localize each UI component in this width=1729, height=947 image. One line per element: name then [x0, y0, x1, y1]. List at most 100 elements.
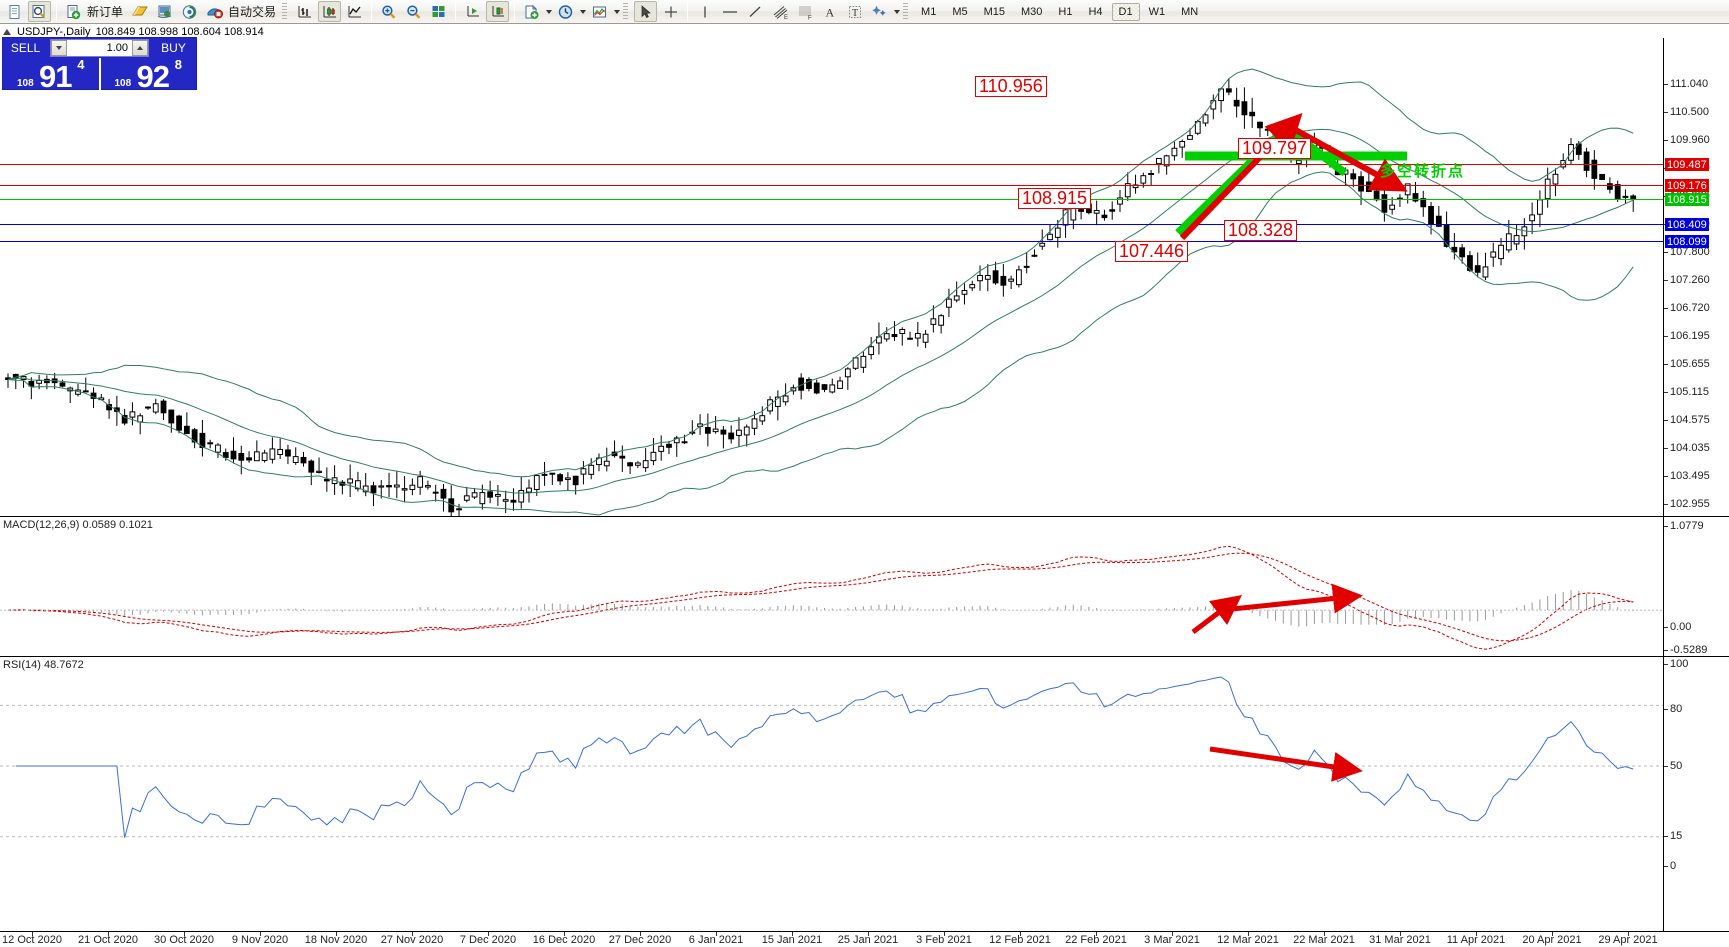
horizontal-line-icon[interactable]: [718, 1, 741, 22]
timeframe-d1[interactable]: D1: [1111, 2, 1140, 21]
templates-dropdown-icon[interactable]: [612, 2, 621, 22]
period-icon[interactable]: [554, 1, 577, 22]
zoom-in-icon[interactable]: [377, 1, 400, 22]
rsi-tick: 80: [1664, 703, 1729, 716]
shapes-dropdown-icon[interactable]: [892, 2, 901, 22]
timeframe-m1[interactable]: M1: [921, 5, 937, 18]
candlestick-chart-icon[interactable]: [318, 1, 342, 22]
timeframe-m15[interactable]: M15: [983, 5, 1005, 18]
time-label: 22 Feb 2021: [1065, 934, 1127, 946]
cursor-icon[interactable]: [634, 1, 658, 22]
sell-price-fraction: 4: [77, 57, 85, 72]
time-tick: [1096, 932, 1097, 936]
period-dropdown-icon[interactable]: [578, 2, 587, 22]
svg-text:A: A: [825, 5, 834, 19]
volume-increase-icon[interactable]: [132, 40, 148, 56]
rsi-plot-area[interactable]: [0, 657, 1663, 931]
volume-decrease-icon[interactable]: [51, 40, 67, 56]
price-annotation-109.797: 109.797: [1238, 138, 1312, 159]
drawn-arrows-rsi: [1209, 746, 1363, 782]
time-label: 20 Apr 2021: [1522, 934, 1582, 946]
timeframe-h1[interactable]: H1: [1058, 5, 1073, 18]
time-label: 16 Dec 2020: [532, 934, 596, 946]
toolbar-separator-2: [371, 2, 373, 21]
timeframe-w1[interactable]: W1: [1148, 5, 1166, 18]
bar-chart-icon[interactable]: [293, 1, 316, 22]
macd-tick: 0.00: [1664, 621, 1729, 634]
auto-trading-label[interactable]: 自动交易: [228, 5, 277, 19]
level-line-109.176: [0, 185, 1663, 186]
zoom-out-icon[interactable]: [402, 1, 425, 22]
time-axis[interactable]: 12 Oct 2020 21 Oct 2020 30 Oct 2020 9 Nov 2…: [0, 931, 1729, 947]
toolbar-grip-2[interactable]: [623, 2, 629, 21]
terminal-icon[interactable]: [153, 1, 176, 22]
autotrading-icon[interactable]: [203, 1, 226, 22]
crosshair-icon[interactable]: [659, 1, 682, 22]
price-tick: 104.575: [1664, 414, 1729, 427]
timeframe-mn[interactable]: MN: [1181, 5, 1199, 18]
toolbar-grip[interactable]: [282, 2, 288, 21]
time-tick: [1324, 932, 1325, 936]
folder-yellow-icon[interactable]: [128, 1, 151, 22]
equidistant-channel-icon[interactable]: E: [768, 1, 791, 22]
price-plot-area[interactable]: 110.956 109.797 108.915 108.328 107.446: [0, 38, 1663, 516]
toolbar-separator-3: [455, 2, 457, 21]
shift-chart-icon[interactable]: [461, 1, 484, 22]
timeframe-m5[interactable]: M5: [952, 5, 968, 18]
price-tick: 111.040: [1664, 78, 1729, 91]
templates-icon[interactable]: [588, 1, 611, 22]
price-tag-blue: 108.099: [1665, 235, 1709, 248]
shapes-icon[interactable]: [868, 1, 891, 22]
toolbar-separator-4: [514, 2, 516, 21]
chart-symbol-label: USDJPY-,Daily: [17, 25, 91, 38]
rsi-tick: 15: [1664, 830, 1729, 843]
time-label: 15 Jan 2021: [761, 934, 823, 946]
trendline-icon[interactable]: [743, 1, 766, 22]
time-tick: [260, 932, 261, 936]
one-click-trading-panel[interactable]: SELL 1.00 BUY 108 91 4 108 92 8: [2, 37, 197, 94]
symbol-marker-icon: [3, 28, 11, 35]
macd-pane[interactable]: MACD(12,26,9) 0.0589 0.1021 1.0779 0.00 -0…: [0, 516, 1729, 656]
timeframe-m30[interactable]: M30: [1021, 5, 1043, 18]
zoom-find-icon[interactable]: [28, 1, 51, 22]
price-tick: 107.260: [1664, 274, 1729, 287]
macd-plot-area[interactable]: [0, 517, 1663, 656]
auto-scroll-icon[interactable]: [486, 1, 510, 22]
price-tick: 109.960: [1664, 134, 1729, 147]
toolbar-grip-3[interactable]: [903, 2, 909, 21]
document-icon[interactable]: [3, 1, 26, 22]
navigator-icon[interactable]: [178, 1, 201, 22]
main-toolbar: 新订单 自动交易: [0, 0, 1729, 24]
volume-stepper[interactable]: 1.00: [50, 39, 149, 57]
rsi-axis-scale[interactable]: 100 80 50 15 0: [1663, 657, 1729, 931]
chart-ohlc-label: 108.849 108.998 108.604 108.914: [95, 25, 264, 38]
new-order-icon[interactable]: [62, 1, 85, 22]
buy-quote[interactable]: 108 92 8: [101, 57, 197, 94]
price-tick: 102.955: [1664, 498, 1729, 511]
sell-price-main: 91: [39, 59, 72, 94]
grid-icon[interactable]: [427, 1, 450, 22]
volume-value[interactable]: 1.00: [106, 42, 128, 54]
new-order-label[interactable]: 新订单: [87, 5, 124, 19]
price-pane[interactable]: 110.956 109.797 108.915 108.328 107.446: [0, 38, 1729, 538]
timeframe-h4[interactable]: H4: [1088, 5, 1103, 18]
time-tick: [488, 932, 489, 936]
indicators-dropdown-icon[interactable]: [544, 2, 553, 22]
macd-tick: 1.0779: [1664, 520, 1729, 533]
sell-quote[interactable]: 108 91 4: [3, 57, 101, 94]
fibonacci-icon[interactable]: F: [793, 1, 816, 22]
time-tick: [792, 932, 793, 936]
buy-button[interactable]: BUY: [161, 41, 186, 55]
price-tick: 106.195: [1664, 330, 1729, 343]
price-axis-scale[interactable]: 111.040110.500109.960109.420108.880108.3…: [1663, 38, 1729, 538]
vertical-line-icon[interactable]: [693, 1, 716, 22]
line-chart-icon[interactable]: [343, 1, 366, 22]
text-icon[interactable]: A: [818, 1, 841, 22]
rsi-pane[interactable]: RSI(14) 48.7672 100 80 50 15 0: [0, 656, 1729, 931]
timeframe-group: M1 M5 M15 M30 H1 H4 D1 W1 MN: [913, 2, 1206, 21]
text-label-icon[interactable]: T: [843, 1, 866, 22]
indicators-icon[interactable]: [520, 1, 543, 22]
chart-header: USDJPY-,Daily 108.849 108.998 108.604 10…: [0, 25, 1729, 38]
macd-axis-scale[interactable]: 1.0779 0.00 -0.5289: [1663, 517, 1729, 656]
sell-button[interactable]: SELL: [10, 41, 41, 55]
